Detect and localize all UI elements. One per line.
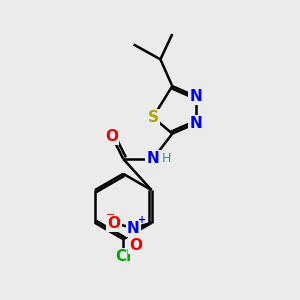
Text: N: N [190,89,202,104]
Text: S: S [148,110,158,125]
Text: N: N [127,221,140,236]
Text: N: N [147,152,159,166]
Text: O: O [130,238,142,253]
Text: O: O [107,216,120,231]
Text: H: H [162,152,171,165]
Text: −: − [106,210,115,220]
Text: O: O [105,129,118,144]
Text: Cl: Cl [115,249,131,264]
Text: N: N [190,116,202,131]
Text: +: + [138,215,146,225]
